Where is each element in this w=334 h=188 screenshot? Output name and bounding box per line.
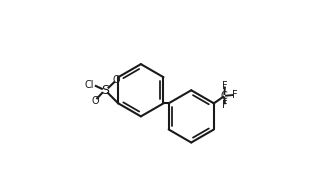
Text: Cl: Cl — [85, 80, 95, 90]
Text: C: C — [221, 91, 227, 101]
Text: F: F — [231, 90, 237, 100]
Text: O: O — [113, 75, 120, 85]
Text: F: F — [222, 81, 228, 91]
Text: F: F — [222, 100, 228, 110]
Text: O: O — [91, 96, 99, 105]
Text: S: S — [101, 84, 109, 97]
